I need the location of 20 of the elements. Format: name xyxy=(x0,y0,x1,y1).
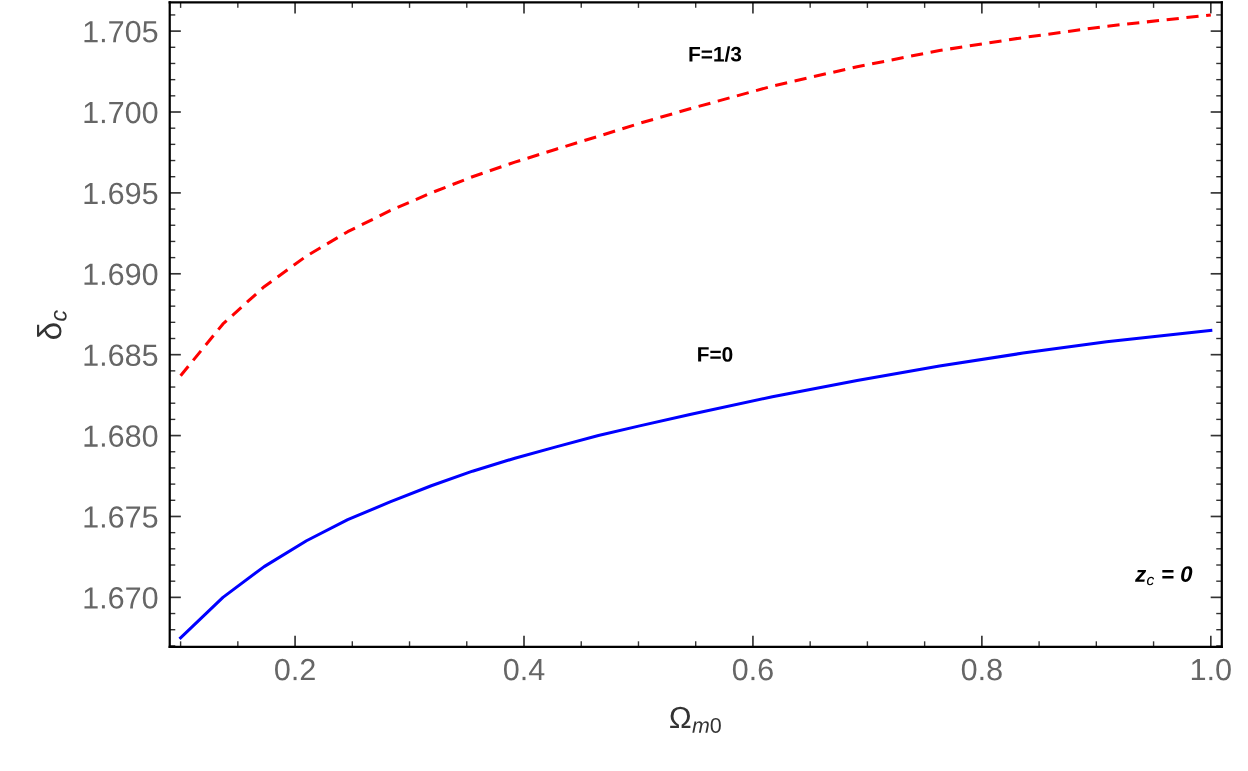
x-axis-title: Ω$_{m0}$ xyxy=(670,706,721,734)
y-tick-label: 1.705 xyxy=(84,20,158,43)
text: F=0 xyxy=(698,347,733,362)
y-tick-label: 1.695 xyxy=(84,182,158,205)
x-tick-label: 0.4 xyxy=(503,658,545,681)
x-tick-label: 0.2 xyxy=(275,658,315,681)
x-tick-label: 0.8 xyxy=(961,658,1002,681)
y-tick-label: 1.670 xyxy=(84,587,158,609)
y-tick-label: 1.685 xyxy=(84,344,158,367)
annotation: z$_{c}$ = 0 xyxy=(1135,566,1193,586)
x-tick-label: 1.0 xyxy=(1191,658,1231,681)
y-tick-label: 1.675 xyxy=(84,506,158,528)
y-tick-label: 1.690 xyxy=(84,263,158,286)
line-series xyxy=(179,13,1213,378)
series-label: F=1/3 xyxy=(689,46,742,62)
line-series xyxy=(179,328,1213,640)
y-tick-label: 1.700 xyxy=(84,101,158,124)
x-tick-label: 0.6 xyxy=(732,658,773,681)
y-axis-title: δ$_{c}$ xyxy=(37,310,67,340)
y-tick-label: 1.680 xyxy=(84,425,158,447)
